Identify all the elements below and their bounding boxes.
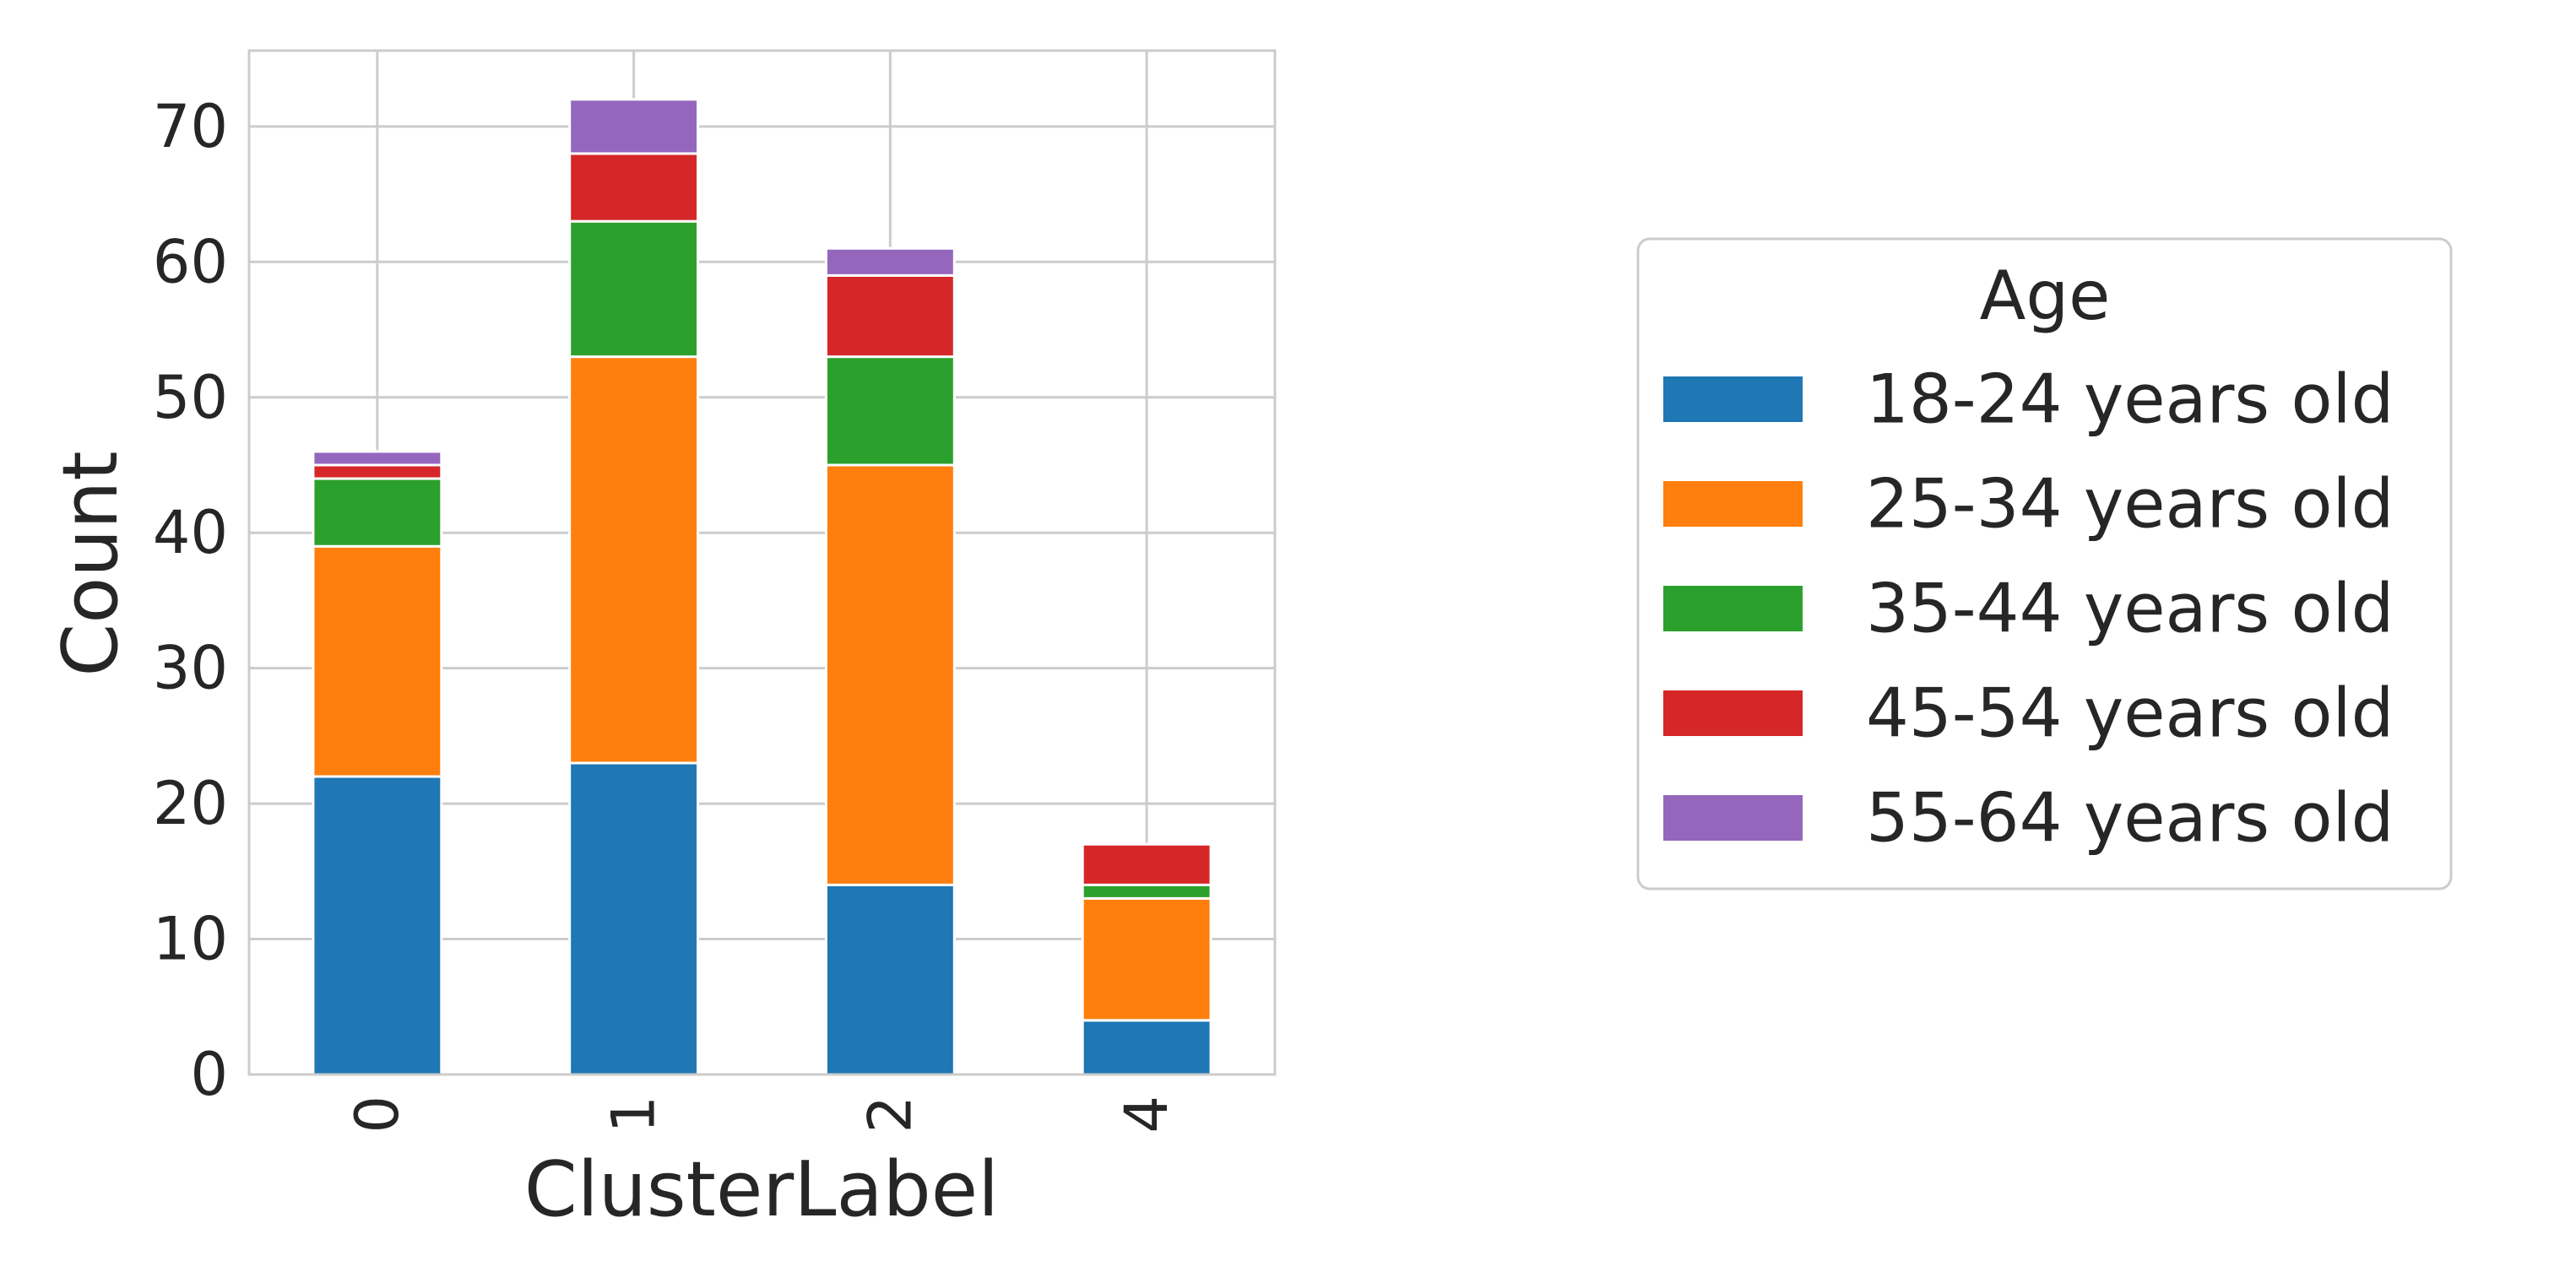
legend-label: 45-54 years old	[1866, 674, 2394, 753]
bar-segment	[312, 775, 443, 1076]
legend-swatch	[1663, 376, 1803, 422]
bar-segment	[568, 355, 700, 765]
y-tick-label: 60	[153, 227, 228, 296]
y-tick-label: 20	[153, 769, 228, 838]
bar-segment	[1081, 896, 1212, 1022]
y-tick-label: 10	[153, 905, 228, 974]
legend-label: 35-44 years old	[1866, 570, 2394, 648]
bar-segment	[824, 883, 956, 1076]
bar-segment	[312, 544, 443, 778]
bar-segment	[312, 477, 443, 548]
bar-segment	[824, 246, 956, 277]
legend-items: 18-24 years old 25-34 years old 35-44 year…	[1663, 360, 2394, 858]
bar-segment	[312, 463, 443, 480]
bar-segment	[1081, 1019, 1212, 1076]
bar-segment	[568, 219, 700, 359]
y-tick-label: 70	[153, 92, 228, 161]
y-tick-label: 50	[153, 363, 228, 432]
bar-segment	[312, 450, 443, 467]
legend-swatch	[1663, 481, 1803, 527]
y-tick-label: 0	[190, 1040, 228, 1109]
bar-segment	[568, 152, 700, 223]
legend-label: 18-24 years old	[1866, 360, 2394, 439]
x-axis-label: ClusterLabel	[524, 1145, 999, 1234]
legend: Age 18-24 years old 25-34 years old 35-44 …	[1636, 237, 2453, 890]
bar-segment	[568, 98, 700, 155]
x-tick-label: 0	[343, 1096, 412, 1134]
bar-segment	[1081, 842, 1212, 886]
legend-title: Age	[1980, 257, 2111, 335]
bar-segment	[1081, 883, 1212, 900]
x-tick-label: 1	[599, 1096, 669, 1134]
legend-swatch	[1663, 795, 1803, 841]
y-tick-label: 40	[153, 498, 228, 567]
bars	[312, 98, 1212, 1076]
bar-segment	[824, 463, 956, 886]
legend-frame	[1636, 237, 2453, 890]
y-tick-label: 30	[153, 634, 228, 703]
y-axis-label: Count	[46, 451, 135, 676]
legend-swatch	[1663, 690, 1803, 736]
x-axis-ticks: 0 1 2 4	[343, 1096, 1181, 1134]
x-tick-label: 2	[855, 1096, 925, 1134]
x-tick-label: 4	[1112, 1096, 1181, 1134]
legend-label: 55-64 years old	[1866, 779, 2394, 858]
legend-swatch	[1663, 586, 1803, 631]
legend-label: 25-34 years old	[1866, 465, 2394, 544]
bar-segment	[824, 273, 956, 359]
bar-segment	[824, 355, 956, 467]
bar-segment	[568, 761, 700, 1076]
plot-frame	[247, 49, 1277, 1076]
y-axis-ticks: 0 10 20 30 40 50 60 70	[153, 92, 228, 1109]
